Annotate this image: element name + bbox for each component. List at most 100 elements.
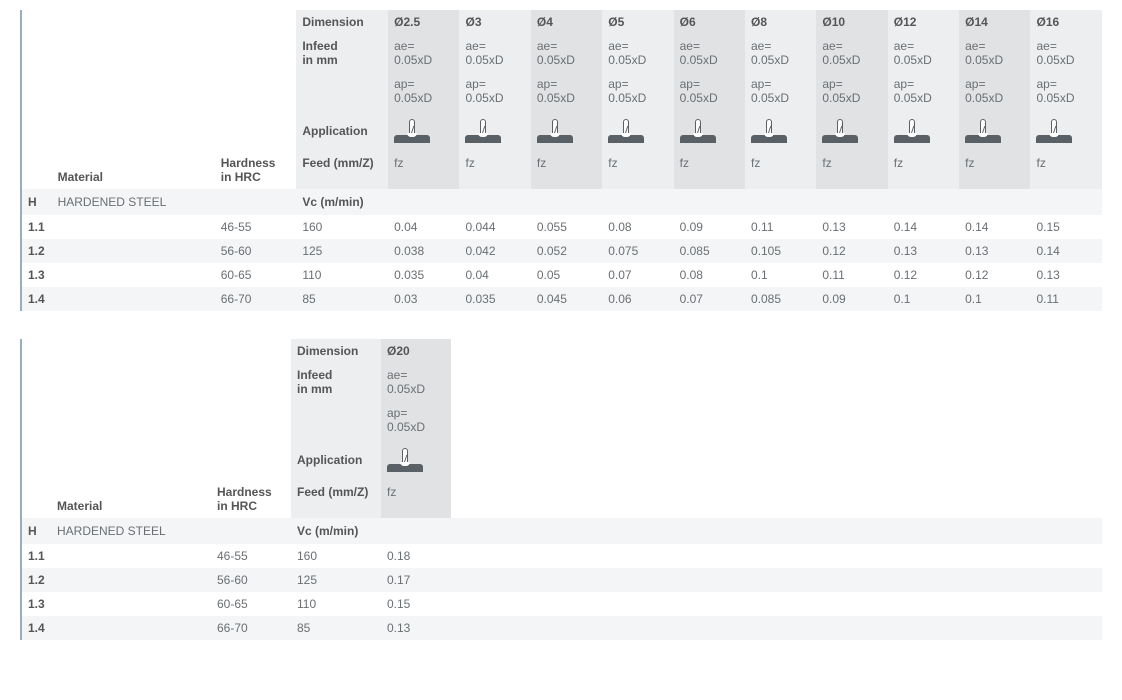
- row-vc: 125: [291, 568, 381, 592]
- row-fz: 0.042: [459, 239, 530, 263]
- header-infeed-ap-row: ap= 0.05xD: [21, 401, 1102, 439]
- endmill-icon: [465, 117, 501, 143]
- table-row: 1.4 66-70 85 0.13: [21, 616, 1102, 640]
- row-fz: 0.075: [602, 239, 673, 263]
- row-fz: 0.14: [1030, 239, 1102, 263]
- table-row: 1.2 56-60 125 0.17: [21, 568, 1102, 592]
- header-fz: fz: [381, 480, 451, 518]
- header-infeed: Infeed in mm: [296, 34, 388, 110]
- material-group-row: H HARDENED STEEL Vc (m/min): [21, 518, 1102, 544]
- col-diameter: Ø4: [531, 10, 602, 34]
- infeed-ap: ap= 0.05xD: [816, 72, 887, 110]
- cutting-data-table-2: Dimension Ø20 Infeed in mm ae= 0.05xD ap…: [20, 339, 1102, 640]
- header-infeed-ae-row: Infeed in mm ae= 0.05xD ae= 0.05xD ae= 0…: [21, 34, 1102, 72]
- infeed-ae: ae= 0.05xD: [531, 34, 602, 72]
- row-fz: 0.085: [674, 239, 745, 263]
- row-fz: 0.105: [745, 239, 816, 263]
- col-diameter: Ø14: [959, 10, 1030, 34]
- infeed-ap: ap= 0.05xD: [888, 72, 959, 110]
- table-row: 1.4 66-70 85 0.03 0.035 0.045 0.06 0.07 …: [21, 287, 1102, 311]
- header-vc: Vc (m/min): [296, 189, 388, 215]
- endmill-icon: [394, 117, 430, 143]
- header-fz: fz: [388, 151, 459, 189]
- row-fz: 0.14: [959, 215, 1030, 239]
- header-feed: Feed (mm/Z): [296, 151, 388, 189]
- row-fz: 0.06: [602, 287, 673, 311]
- endmill-icon: [1036, 117, 1072, 143]
- row-fz: 0.13: [816, 215, 887, 239]
- endmill-icon: [387, 446, 423, 472]
- material-name: HARDENED STEEL: [51, 518, 211, 544]
- row-fz: 0.044: [459, 215, 530, 239]
- infeed-ap: ap= 0.05xD: [1030, 72, 1102, 110]
- row-fz: 0.11: [816, 263, 887, 287]
- header-hardness: Hardness in HRC: [215, 151, 297, 189]
- row-fz: 0.04: [388, 215, 459, 239]
- row-fz: 0.1: [959, 287, 1030, 311]
- col-diameter: Ø5: [602, 10, 673, 34]
- row-hrc: 66-70: [215, 287, 297, 311]
- endmill-icon: [965, 117, 1001, 143]
- header-labels-row: Material Hardness in HRC Feed (mm/Z) fz: [21, 480, 1102, 518]
- header-fz: fz: [959, 151, 1030, 189]
- row-fz: 0.15: [1030, 215, 1102, 239]
- row-fz: 0.09: [674, 215, 745, 239]
- row-fz: 0.07: [602, 263, 673, 287]
- row-hrc: 46-55: [211, 544, 291, 568]
- row-fz: 0.17: [381, 568, 451, 592]
- row-vc: 160: [296, 215, 388, 239]
- header-fz: fz: [888, 151, 959, 189]
- row-vc: 160: [291, 544, 381, 568]
- material-code: H: [21, 189, 52, 215]
- header-labels-row: Material Hardness in HRC Feed (mm/Z) fz …: [21, 151, 1102, 189]
- infeed-ae: ae= 0.05xD: [674, 34, 745, 72]
- infeed-ap: ap= 0.05xD: [959, 72, 1030, 110]
- infeed-ae: ae= 0.05xD: [888, 34, 959, 72]
- material-code: H: [21, 518, 51, 544]
- endmill-icon: [608, 117, 644, 143]
- endmill-icon: [537, 117, 573, 143]
- row-fz: 0.1: [745, 263, 816, 287]
- infeed-ap: ap= 0.05xD: [602, 72, 673, 110]
- infeed-ae: ae= 0.05xD: [388, 34, 459, 72]
- header-application-row: Application: [21, 110, 1102, 151]
- header-application: Application: [291, 439, 381, 480]
- row-fz: 0.085: [745, 287, 816, 311]
- header-fz: fz: [602, 151, 673, 189]
- infeed-ap: ap= 0.05xD: [745, 72, 816, 110]
- infeed-ap: ap= 0.05xD: [531, 72, 602, 110]
- header-dimension: Dimension: [291, 339, 381, 363]
- row-fz: 0.038: [388, 239, 459, 263]
- col-diameter: Ø2.5: [388, 10, 459, 34]
- row-id: 1.4: [21, 616, 51, 640]
- infeed-ap: ap= 0.05xD: [381, 401, 451, 439]
- col-diameter: Ø16: [1030, 10, 1102, 34]
- infeed-ae: ae= 0.05xD: [816, 34, 887, 72]
- header-fz: fz: [1030, 151, 1102, 189]
- infeed-ae: ae= 0.05xD: [1030, 34, 1102, 72]
- endmill-icon: [680, 117, 716, 143]
- row-fz: 0.12: [959, 263, 1030, 287]
- col-diameter: Ø3: [459, 10, 530, 34]
- row-hrc: 66-70: [211, 616, 291, 640]
- infeed-ae: ae= 0.05xD: [459, 34, 530, 72]
- material-group-row: H HARDENED STEEL Vc (m/min): [21, 189, 1102, 215]
- row-fz: 0.12: [888, 263, 959, 287]
- row-fz: 0.055: [531, 215, 602, 239]
- infeed-ae: ae= 0.05xD: [381, 363, 451, 401]
- header-material: Material: [51, 480, 211, 518]
- row-fz: 0.035: [388, 263, 459, 287]
- row-hrc: 60-65: [211, 592, 291, 616]
- row-fz: 0.13: [959, 239, 1030, 263]
- row-fz: 0.045: [531, 287, 602, 311]
- material-name: HARDENED STEEL: [52, 189, 215, 215]
- col-diameter: Ø20: [381, 339, 451, 363]
- row-fz: 0.03: [388, 287, 459, 311]
- row-fz: 0.08: [674, 263, 745, 287]
- header-dimension-row: Dimension Ø2.5 Ø3 Ø4 Ø5 Ø6 Ø8 Ø10 Ø12 Ø1…: [21, 10, 1102, 34]
- header-dimension: Dimension: [296, 10, 388, 34]
- row-fz: 0.11: [745, 215, 816, 239]
- infeed-ap: ap= 0.05xD: [459, 72, 530, 110]
- row-fz: 0.14: [888, 215, 959, 239]
- col-diameter: Ø12: [888, 10, 959, 34]
